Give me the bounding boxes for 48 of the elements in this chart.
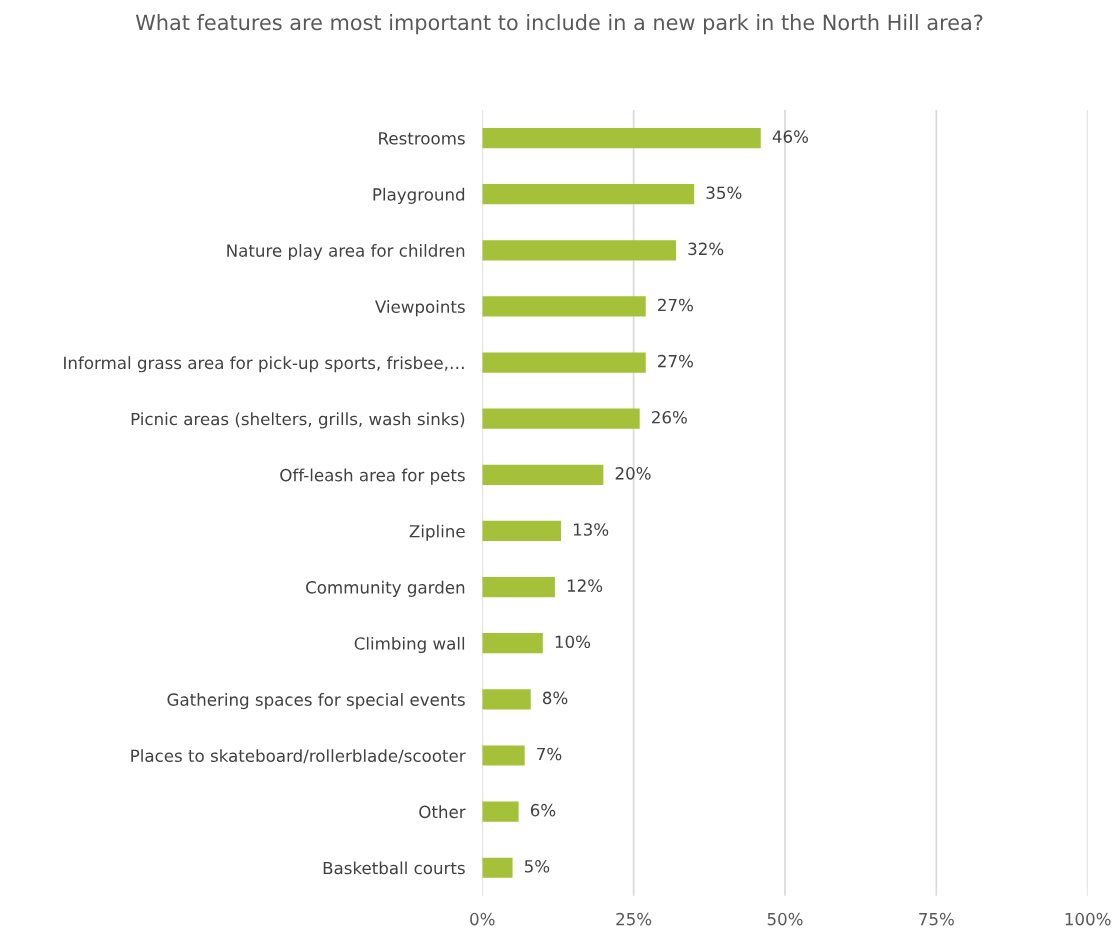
y-tick-label: Off-leash area for pets <box>280 468 465 485</box>
data-label: 7% <box>537 747 562 761</box>
data-label: 6% <box>530 803 556 817</box>
bar <box>482 184 695 205</box>
bar <box>482 689 531 710</box>
bar <box>482 520 561 542</box>
y-tick-label: Viewpoints <box>375 300 465 317</box>
bar <box>482 857 513 878</box>
y-tick-label: Community garden <box>306 580 465 597</box>
bar <box>482 801 519 822</box>
y-tick-label: Restrooms <box>379 132 465 145</box>
bar <box>482 408 640 429</box>
y-tick-label: Other <box>419 805 466 819</box>
data-label: 35% <box>706 186 742 200</box>
y-tick-label: Zipline <box>409 524 465 541</box>
data-label: 5% <box>524 859 550 873</box>
data-label: 8% <box>542 691 568 705</box>
data-label: 12% <box>567 579 603 592</box>
bar <box>482 240 677 261</box>
bar <box>482 464 604 485</box>
x-tick-label: 100% <box>1065 912 1111 926</box>
bar <box>482 296 646 317</box>
y-tick-label: Climbing wall <box>354 636 465 654</box>
data-label: 13% <box>573 523 609 536</box>
data-label: 27% <box>658 298 693 312</box>
data-label: 10% <box>555 635 591 649</box>
x-tick-label: 75% <box>919 912 954 926</box>
bar <box>482 745 525 766</box>
x-tick-label: 50% <box>767 912 803 926</box>
data-label: 20% <box>615 467 651 480</box>
chart-title: What features are most important to include in a new park in the North Hill area? <box>135 14 983 35</box>
y-tick-label: Nature play area for children <box>227 243 465 261</box>
data-label: 32% <box>688 242 724 256</box>
data-label: 27% <box>658 354 693 368</box>
y-tick-label: Playground <box>373 187 465 204</box>
y-tick-label: Picnic areas (shelters, grills, wash sinks) <box>131 412 465 429</box>
data-label: 46% <box>772 130 808 143</box>
y-tick-label: Informal grass area for pick-up sports, frisbee,… <box>64 356 464 373</box>
data-label: 26% <box>652 410 687 424</box>
x-tick-label: 0% <box>470 912 495 926</box>
x-tick-label: 25% <box>616 912 652 926</box>
y-tick-label: Gathering spaces for special events <box>167 693 465 710</box>
bar <box>482 127 761 149</box>
bar <box>482 352 646 373</box>
bar <box>482 633 543 654</box>
y-tick-label: Places to skateboard/rollerblade/scooter <box>131 749 466 764</box>
bar <box>482 576 555 598</box>
y-tick-label: Basketball courts <box>323 861 465 875</box>
